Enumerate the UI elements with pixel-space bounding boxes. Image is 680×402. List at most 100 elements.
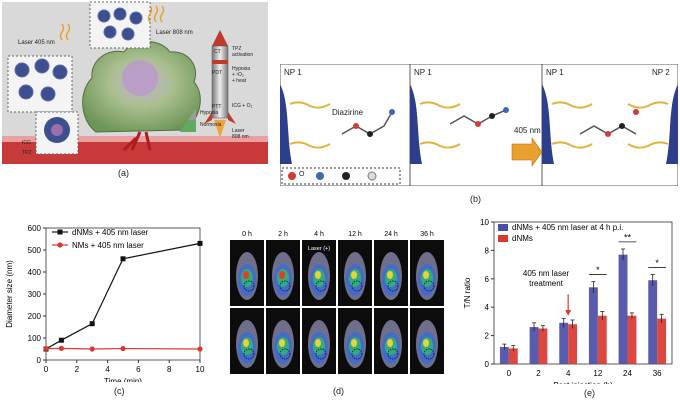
legend-swatch: [498, 235, 508, 242]
tumor-roi: [315, 280, 327, 292]
annotation-arrowhead: [565, 310, 572, 316]
data-point: [120, 256, 126, 262]
timepoint-label: 36 h: [420, 231, 434, 238]
panel-c: 0 2 4 6 8 10 0 100 200 300 400 500 600 Time (min) Diam…: [0, 210, 215, 402]
data-point: [197, 346, 203, 352]
tumor-roi: [423, 280, 435, 292]
data-point: [89, 321, 95, 327]
significance-mark: **: [624, 232, 632, 242]
label-np1-b: NP 1: [414, 68, 432, 77]
x-tick-label: 8: [167, 365, 172, 374]
timepoint-label: 0 h: [242, 231, 252, 238]
y-tick-label: 8: [485, 246, 490, 255]
legend-swatch: [498, 224, 508, 231]
bar: [588, 287, 598, 364]
tumor-illustration: [82, 41, 201, 152]
timepoint-label: 2 h: [278, 231, 288, 238]
label-hypoxia: Hypoxia: [200, 110, 219, 116]
label-hypoxia-heat: Hypoxia + ¹O₂ + heat: [232, 66, 251, 84]
data-point: [120, 345, 126, 352]
bar: [529, 327, 539, 364]
tumor-roi: [279, 280, 291, 292]
legend-marker: [57, 242, 63, 248]
x-axis-label: Time (min): [104, 377, 142, 382]
label-laser-808: Laser 808 nm: [156, 30, 193, 36]
data-point: [58, 337, 64, 343]
x-tick-label: 0: [507, 369, 512, 378]
x-tick-label: 12: [593, 369, 602, 378]
bar: [499, 346, 509, 364]
plot-frame: [493, 221, 673, 365]
legend-label: dNMs: [512, 234, 533, 243]
caption-b: (b): [470, 194, 481, 204]
nanoparticle-box-left: [7, 55, 73, 113]
x-axis-label: Post injection (h): [553, 381, 613, 384]
panel-a: Laser 405 nm Laser 808 nm CT PDT PTT TPZ…: [0, 0, 270, 178]
nanoparticle-box-top: [89, 1, 151, 49]
signal-hotspot: [423, 271, 429, 279]
label-ptt: PTT: [212, 104, 222, 110]
annotation-text: treatment: [529, 279, 564, 288]
x-tick-label: 2: [536, 369, 541, 378]
signal-hotspot: [387, 339, 393, 347]
bar: [618, 254, 628, 364]
label-np2: NP 2: [652, 68, 670, 77]
x-tick-label: 6: [136, 365, 141, 374]
signal-hotspot: [315, 271, 321, 279]
caption-a: (a): [118, 168, 129, 178]
signal-hotspot: [243, 271, 249, 279]
tumor-roi: [387, 280, 399, 292]
significance-mark: *: [596, 265, 600, 275]
y-tick-label: 500: [28, 246, 42, 255]
label-pdt: PDT: [212, 70, 222, 76]
tumor-roi: [351, 348, 363, 360]
label-ct: CT: [214, 49, 221, 55]
label-tpz: TPZ: [22, 150, 32, 156]
y-tick-label: 200: [28, 312, 42, 321]
bar: [508, 348, 518, 364]
mouse-imaging-grid: 0 h 2 h 4 h 12 h 24 h 36 h Laser (+): [230, 231, 444, 374]
timepoint-label: 24 h: [384, 231, 398, 238]
panel-a-illustration: [2, 1, 268, 164]
label-tpz-activation: TPZ activation: [232, 46, 254, 58]
label-np1-a: NP 1: [284, 68, 302, 77]
significance-mark: *: [655, 258, 659, 268]
x-tick-label: 2: [75, 365, 80, 374]
label-icg-o2: ICG + O₂: [232, 103, 253, 109]
label-diazirine: Diazirine: [332, 108, 364, 117]
panel-b: NP 1 NP 1 NP 1 NP 2 Diazirine 405 nm O (…: [279, 63, 679, 206]
signal-hotspot: [315, 339, 321, 347]
tumor-roi: [423, 348, 435, 360]
caption-d: (d): [333, 386, 344, 396]
tumor-roi: [243, 280, 255, 292]
label-icg: ICG: [22, 140, 31, 146]
rocket-illustration: [204, 30, 236, 138]
y-tick-label: 0: [485, 360, 490, 369]
y-tick-label: 600: [28, 224, 42, 233]
signal-hotspot: [387, 271, 393, 279]
label-normoxia: Normoxia: [200, 122, 222, 128]
y-tick-label: 300: [28, 290, 42, 299]
tumor-roi: [387, 348, 399, 360]
signal-hotspot: [243, 339, 249, 347]
x-tick-label: 0: [44, 365, 49, 374]
timepoint-label: 12 h: [348, 231, 362, 238]
y-tick-label: 400: [28, 268, 42, 277]
laser-tag: Laser (+): [308, 246, 330, 252]
caption-e: (e): [584, 388, 595, 398]
legend-marker: [57, 229, 63, 235]
signal-hotspot: [351, 271, 357, 279]
data-point: [43, 345, 49, 352]
bar: [559, 322, 569, 364]
data-point: [197, 240, 203, 246]
bar: [538, 328, 548, 364]
y-tick-label: 4: [485, 303, 490, 312]
y-axis-label: T/N ratio: [463, 277, 472, 308]
legend-o-label: O: [299, 171, 305, 178]
y-axis-label: Diameter size (nm): [5, 260, 14, 328]
data-point: [58, 345, 64, 351]
label-laser-405: Laser 405 nm: [18, 40, 55, 46]
label-405nm-arrow: 405 nm: [514, 126, 541, 135]
